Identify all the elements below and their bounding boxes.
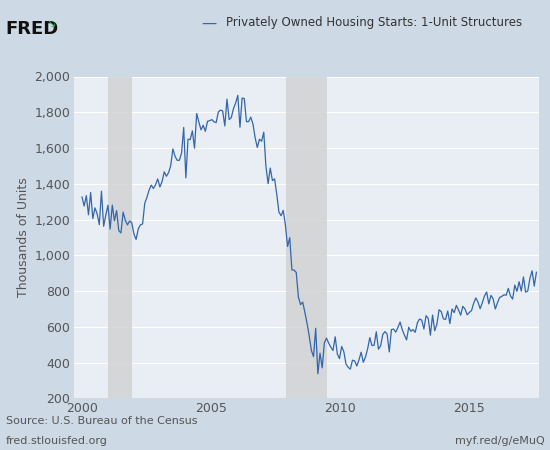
Text: fred.stlouisfed.org: fred.stlouisfed.org — [6, 436, 107, 446]
Text: Source: U.S. Bureau of the Census: Source: U.S. Bureau of the Census — [6, 416, 197, 426]
Bar — [287, 76, 327, 398]
Text: ↘: ↘ — [47, 19, 56, 29]
Text: myf.red/g/eMuQ: myf.red/g/eMuQ — [455, 436, 544, 446]
Y-axis label: Thousands of Units: Thousands of Units — [17, 177, 30, 297]
Text: —: — — [201, 16, 217, 31]
Text: Privately Owned Housing Starts: 1-Unit Structures: Privately Owned Housing Starts: 1-Unit S… — [226, 16, 521, 29]
Text: FRED: FRED — [6, 20, 59, 38]
Bar — [108, 76, 131, 398]
